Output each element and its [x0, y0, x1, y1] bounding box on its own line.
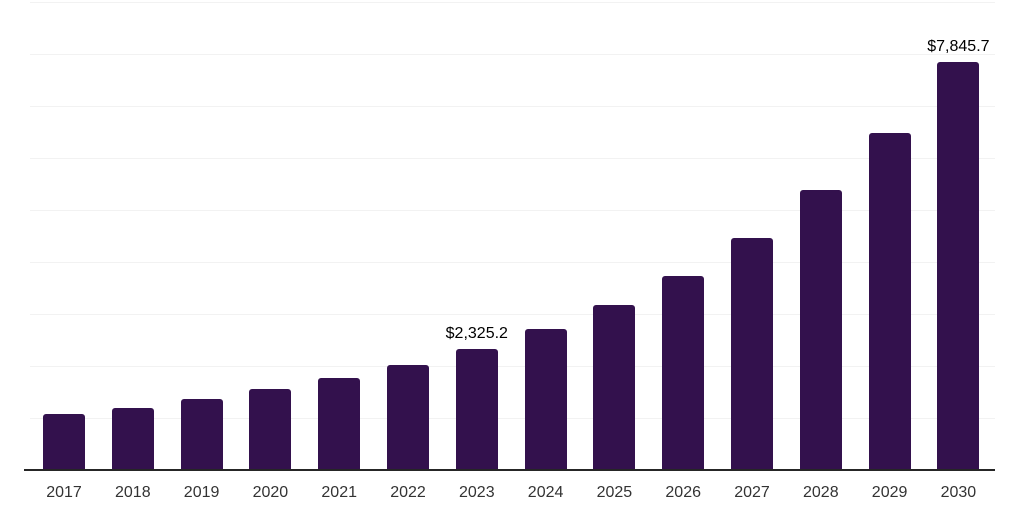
- gridline-4000: [30, 261, 995, 263]
- gridline-6000: [30, 157, 995, 159]
- x-tick-label-2027: 2027: [734, 484, 770, 501]
- bar-2030: [937, 62, 980, 470]
- bar-2018: [111, 407, 154, 470]
- gridline-1000: [30, 417, 995, 419]
- bar-2023: [455, 349, 498, 470]
- gridline-7000: [30, 105, 995, 107]
- gridline-9000: [30, 1, 995, 3]
- gridline-8000: [30, 53, 995, 55]
- bar-value-label-2030: $7,845.7: [927, 38, 990, 56]
- bar-2022: [387, 365, 429, 470]
- gridline-2000: [30, 365, 995, 367]
- bar-2019: [180, 399, 223, 470]
- bar-2027: [731, 237, 773, 470]
- x-tick-label-2028: 2028: [803, 484, 839, 501]
- x-tick-label-2017: 2017: [46, 484, 82, 501]
- bar-2028: [799, 189, 842, 470]
- x-tick-label-2023: 2023: [459, 484, 495, 501]
- bar-2029: [868, 132, 911, 470]
- bar-2025: [593, 305, 636, 470]
- bar-2026: [662, 276, 705, 470]
- x-tick-label-2029: 2029: [871, 484, 908, 501]
- x-tick-label-2021: 2021: [321, 484, 357, 501]
- x-tick-label-2026: 2026: [665, 484, 701, 501]
- bar-2020: [249, 389, 292, 470]
- x-tick-label-2025: 2025: [596, 484, 633, 501]
- bar-2024: [524, 329, 567, 470]
- x-tick-label-2030: 2030: [940, 484, 977, 501]
- gridline-3000: [30, 313, 995, 315]
- gridline-5000: [30, 209, 995, 211]
- x-tick-label-2020: 2020: [252, 484, 289, 501]
- x-tick-label-2019: 2019: [183, 484, 220, 501]
- bar-value-label-2023: $2,325.2: [445, 325, 508, 343]
- bar-2021: [318, 378, 361, 470]
- x-tick-label-2022: 2022: [390, 484, 426, 501]
- x-tick-label-2018: 2018: [115, 484, 151, 501]
- bar-2017: [43, 414, 85, 470]
- x-tick-label-2024: 2024: [527, 484, 564, 501]
- x-axis-line: [24, 469, 995, 471]
